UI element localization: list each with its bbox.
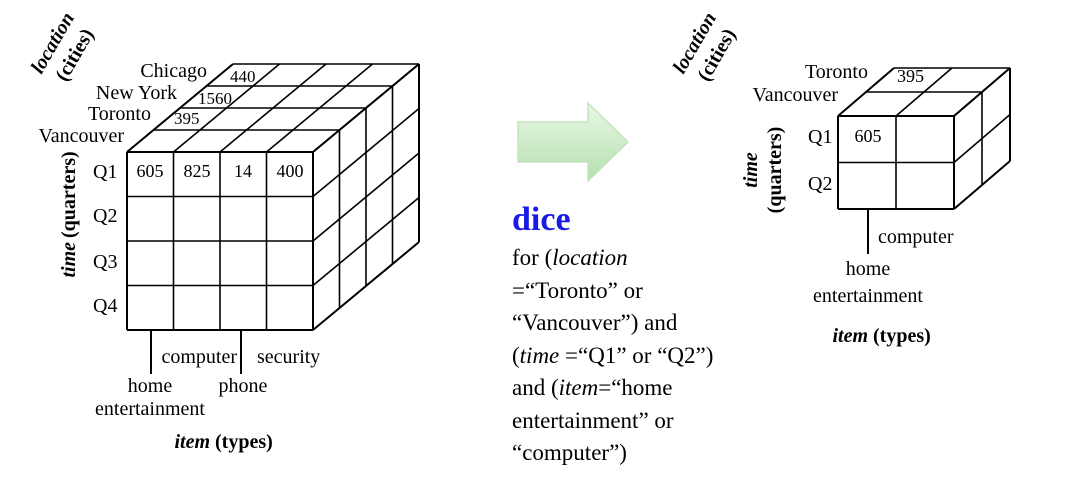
left-value-toronto: 395 bbox=[174, 109, 200, 128]
dice-line-italic: item bbox=[558, 375, 599, 400]
cube-grid-line bbox=[312, 152, 420, 242]
left-item-entertainment: entertainment bbox=[95, 398, 205, 420]
cube-grid-line bbox=[126, 63, 234, 153]
dice-title: dice bbox=[512, 201, 571, 238]
dice-line-text: “computer”) bbox=[512, 440, 627, 465]
cube-grid-line bbox=[895, 67, 953, 117]
left-item-axis-label: item (types) bbox=[174, 431, 272, 453]
right-value-toronto: 395 bbox=[897, 66, 924, 86]
dice-line: “computer”) bbox=[512, 437, 802, 470]
right-city-toronto: Toronto bbox=[805, 61, 868, 83]
right-quarter-q2: Q2 bbox=[808, 173, 832, 195]
dice-line-italic: location bbox=[552, 245, 628, 270]
left-item-security: security bbox=[257, 346, 320, 368]
left-city-vancouver: Vancouver bbox=[38, 125, 124, 147]
cube-grid-line bbox=[312, 196, 420, 287]
left-cube-grid bbox=[126, 63, 420, 331]
cube-grid-line bbox=[312, 107, 420, 198]
left-value-new-york: 1560 bbox=[198, 89, 232, 108]
left-quarter-q2: Q2 bbox=[93, 205, 117, 227]
left-cube: location (cities) Chicago New York Toron… bbox=[27, 9, 420, 453]
left-quarter-q4: Q4 bbox=[93, 295, 117, 317]
svg-text:time: time bbox=[58, 242, 80, 278]
left-city-toronto: Toronto bbox=[88, 103, 151, 125]
svg-text:(types): (types) bbox=[873, 325, 931, 347]
dice-line-text: for ( bbox=[512, 245, 553, 270]
cube-grid-line bbox=[312, 63, 420, 153]
dice-line-text: “Vancouver”) and bbox=[512, 310, 678, 335]
right-quarter-q1: Q1 bbox=[808, 126, 832, 148]
left-quarter-q1: Q1 bbox=[93, 161, 117, 183]
dice-line-text: =“home bbox=[598, 375, 673, 400]
right-arrow-icon bbox=[517, 101, 630, 183]
left-item-phone: phone bbox=[219, 375, 268, 397]
dice-line-text: and ( bbox=[512, 375, 559, 400]
dice-description: dice for (location =“Toronto” or “Vancouve… bbox=[512, 200, 802, 470]
right-item-home: home bbox=[846, 258, 891, 280]
left-value-chicago: 440 bbox=[230, 67, 256, 86]
svg-text:time: time bbox=[740, 152, 762, 188]
right-item-entertainment: entertainment bbox=[813, 285, 923, 307]
right-item-computer: computer bbox=[878, 226, 954, 248]
cube-grid-line bbox=[953, 160, 1011, 210]
left-time-axis-label: time (quarters) bbox=[58, 151, 80, 277]
cube-grid-line bbox=[265, 63, 374, 153]
left-quarter-q3: Q3 bbox=[93, 251, 117, 273]
cube-grid-line bbox=[953, 67, 1011, 117]
dice-line: “Vancouver”) and bbox=[512, 307, 802, 340]
left-city-new-york: New York bbox=[96, 82, 177, 104]
dice-line-text: =“Toronto” or bbox=[512, 277, 643, 303]
right-item-axis-label: item (types) bbox=[832, 325, 930, 347]
dice-line-italic: time bbox=[519, 342, 560, 368]
left-q1-value: 14 bbox=[234, 161, 252, 181]
right-time-axis-label: time (quarters) bbox=[740, 127, 786, 214]
cube-grid-line bbox=[837, 67, 895, 117]
left-q1-value: 605 bbox=[137, 161, 164, 181]
svg-text:item: item bbox=[174, 431, 210, 453]
dice-line-text: =“Q1” or “Q2”) bbox=[559, 342, 714, 368]
dice-line-text: ( bbox=[512, 342, 520, 368]
svg-text:item: item bbox=[832, 325, 868, 347]
left-q1-value: 400 bbox=[277, 161, 304, 181]
left-item-home: home bbox=[128, 375, 173, 397]
left-city-chicago: Chicago bbox=[140, 60, 207, 82]
right-city-vancouver: Vancouver bbox=[752, 84, 838, 106]
dice-line: for (location bbox=[512, 242, 802, 275]
dice-line: =“Toronto” or bbox=[512, 275, 802, 308]
left-item-computer: computer bbox=[161, 346, 237, 368]
dice-line-text: entertainment” or bbox=[512, 407, 674, 433]
cube-grid-line bbox=[312, 241, 420, 331]
dice-lines: for (location =“Toronto” or “Vancouver”) a… bbox=[512, 242, 802, 470]
svg-text:(types): (types) bbox=[215, 431, 273, 453]
dice-line: and (item=“home bbox=[512, 372, 802, 405]
left-q1-value: 825 bbox=[184, 161, 211, 181]
cube-grid-line bbox=[172, 63, 281, 153]
right-cube-grid bbox=[837, 67, 1011, 210]
right-q1-value: 605 bbox=[855, 126, 882, 146]
dice-line: (time =“Q1” or “Q2”) bbox=[512, 340, 802, 373]
svg-text:(quarters): (quarters) bbox=[764, 127, 786, 214]
cube-grid-line bbox=[953, 113, 1011, 164]
cube-grid-line bbox=[219, 63, 327, 153]
svg-text:(quarters): (quarters) bbox=[58, 151, 80, 238]
dice-line: entertainment” or bbox=[512, 405, 802, 438]
